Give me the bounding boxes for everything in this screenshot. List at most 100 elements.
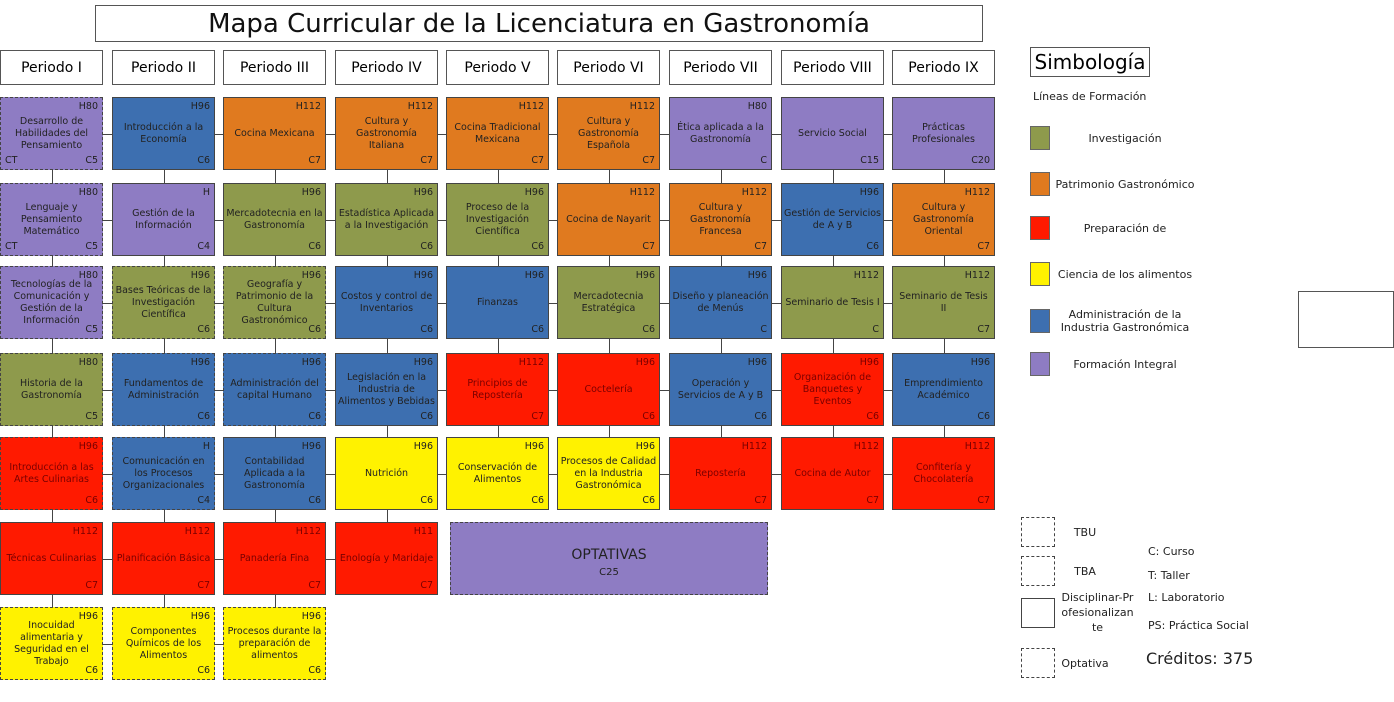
course: Estadística Aplicada a la Investigación H… [335,183,438,256]
course-credits: C7 [754,241,767,252]
course: Repostería H112 C7 [669,437,772,510]
legend-border-label: Optativa [1061,657,1109,670]
course: Enología y Maridaje H11 C7 [335,522,438,595]
legend-subtitle: Líneas de Formación [1033,90,1147,103]
abbreviation: C: Curso [1148,545,1195,558]
course: Principios de Repostería H112 C7 [446,353,549,426]
legend-border-box [1021,648,1055,678]
course-credits: C6 [85,495,98,506]
course: Cocina Mexicana H112 C7 [223,97,326,170]
course-hours: H112 [407,101,433,112]
course-title: Bases Teóricas de la Investigación Cient… [115,284,212,320]
course: Conservación de Alimentos H96 C6 [446,437,549,510]
course-credits: C7 [754,495,767,506]
course-credits: C6 [531,324,544,335]
course-credits: C6 [642,324,655,335]
course-credits: C7 [420,155,433,166]
course-hours: H96 [747,357,767,368]
period-header: Periodo IX [892,50,995,85]
course: Cultura y Gastronomía Italiana H112 C7 [335,97,438,170]
course: Gestión de la Información H C4 [112,183,215,256]
course-title: Componentes Químicos de los Alimentos [125,625,202,661]
course-credits: C5 [85,155,98,166]
course-credits: C6 [197,155,210,166]
course-hours: H80 [747,101,767,112]
course-credits: C [872,324,879,335]
course-title: Finanzas [476,296,519,308]
course-title: Nutrición [364,467,409,479]
period-header: Periodo IV [335,50,438,85]
legend-label: Patrimonio Gastronómico [1055,177,1195,191]
course-title: Ética aplicada a la Gastronomía [677,121,764,145]
course: Lenguaje y Pensamiento Matemático H80 C5 CT [0,183,103,256]
course-title: Geografía y Patrimonio de la Cultura Gas… [235,278,314,326]
course-hours: H112 [295,526,321,537]
course-credits: C4 [197,495,210,506]
course-title: Inocuidad alimentaria y Seguridad en el … [14,619,89,667]
course: Contabilidad Aplicada a la Gastronomía H9… [223,437,326,510]
course-credits: C7 [420,580,433,591]
course-title: Cocina Tradicional Mexicana [454,121,541,145]
course-credits: C6 [308,241,321,252]
legend-label: Ciencia de los alimentos [1057,267,1193,281]
course-credits: C6 [197,665,210,676]
course-title: Costos y control de Inventarios [340,290,433,314]
course: Procesos de Calidad en la Industria Gast… [557,437,660,510]
course-credits: C6 [642,411,655,422]
course-title: Contabilidad Aplicada a la Gastronomía [243,455,306,491]
course-credits: C6 [420,495,433,506]
course-hours: H96 [190,357,210,368]
course-title: Panadería Fina [239,552,310,564]
course: Mercadotecnia en la Gastronomía H96 C6 [223,183,326,256]
course: Emprendimiento Académico H96 C6 [892,353,995,426]
course-title: Gestión de la Información [132,207,195,231]
course: Introducción a las Artes Culinarias H96 C6 [0,437,103,510]
course-credits: C [760,155,767,166]
course-title: Prácticas Profesionales [912,121,975,145]
course: Procesos durante la preparación de alime… [223,607,326,680]
course: Ética aplicada a la Gastronomía H80 C [669,97,772,170]
course-title: Gestión de Servicios de A y B [784,207,881,231]
course-title: Mercadotecnia en la Gastronomía [226,207,323,231]
course-credits: C [760,324,767,335]
period-header: Periodo VIII [781,50,884,85]
course-title: Cocina Mexicana [234,127,315,139]
legend-border-label: TBU [1073,526,1097,539]
course-credits: C7 [866,495,879,506]
electives-credits: C25 [599,566,619,578]
legend-border-box [1021,517,1055,547]
course-title: Estadística Aplicada a la Investigación [338,207,435,231]
course-hours: H112 [184,526,210,537]
course-hours: H96 [859,187,879,198]
course-title: Principios de Repostería [467,377,528,401]
course-credits: C6 [977,411,990,422]
course-credits: C6 [85,665,98,676]
legend-swatch [1030,309,1050,333]
course-hours: H96 [413,270,433,281]
course: Seminario de Tesis II H112 C7 [892,266,995,339]
course-hours: H112 [741,187,767,198]
course-title: Mercadotecnia Estratégica [573,290,644,314]
course-hours: H96 [413,187,433,198]
course-credits: C7 [977,324,990,335]
course-credits: C7 [977,241,990,252]
course: Historia de la Gastronomía H80 C5 [0,353,103,426]
course-hours: H112 [295,101,321,112]
course-credits: C6 [866,241,879,252]
course-title: Administración del capital Humano [230,377,319,401]
course-title: Introducción a las Artes Culinarias [9,461,94,485]
course: Bases Teóricas de la Investigación Cient… [112,266,215,339]
legend-swatch [1030,172,1050,196]
course-hours: H112 [518,357,544,368]
course: Nutrición H96 C6 [335,437,438,510]
legend-border-label: Disciplinar-Profesionalizante [1061,591,1134,634]
course-credits: C7 [308,155,321,166]
course-hours: H [202,187,210,198]
legend-label: Formación Integral [1073,357,1177,371]
legend-label: Preparación de [1083,221,1167,235]
course-hours: H96 [301,187,321,198]
course: Diseño y planeación de Menús H96 C [669,266,772,339]
course: Comunicación en los Procesos Organizacio… [112,437,215,510]
course-title: Diseño y planeación de Menús [672,290,769,314]
